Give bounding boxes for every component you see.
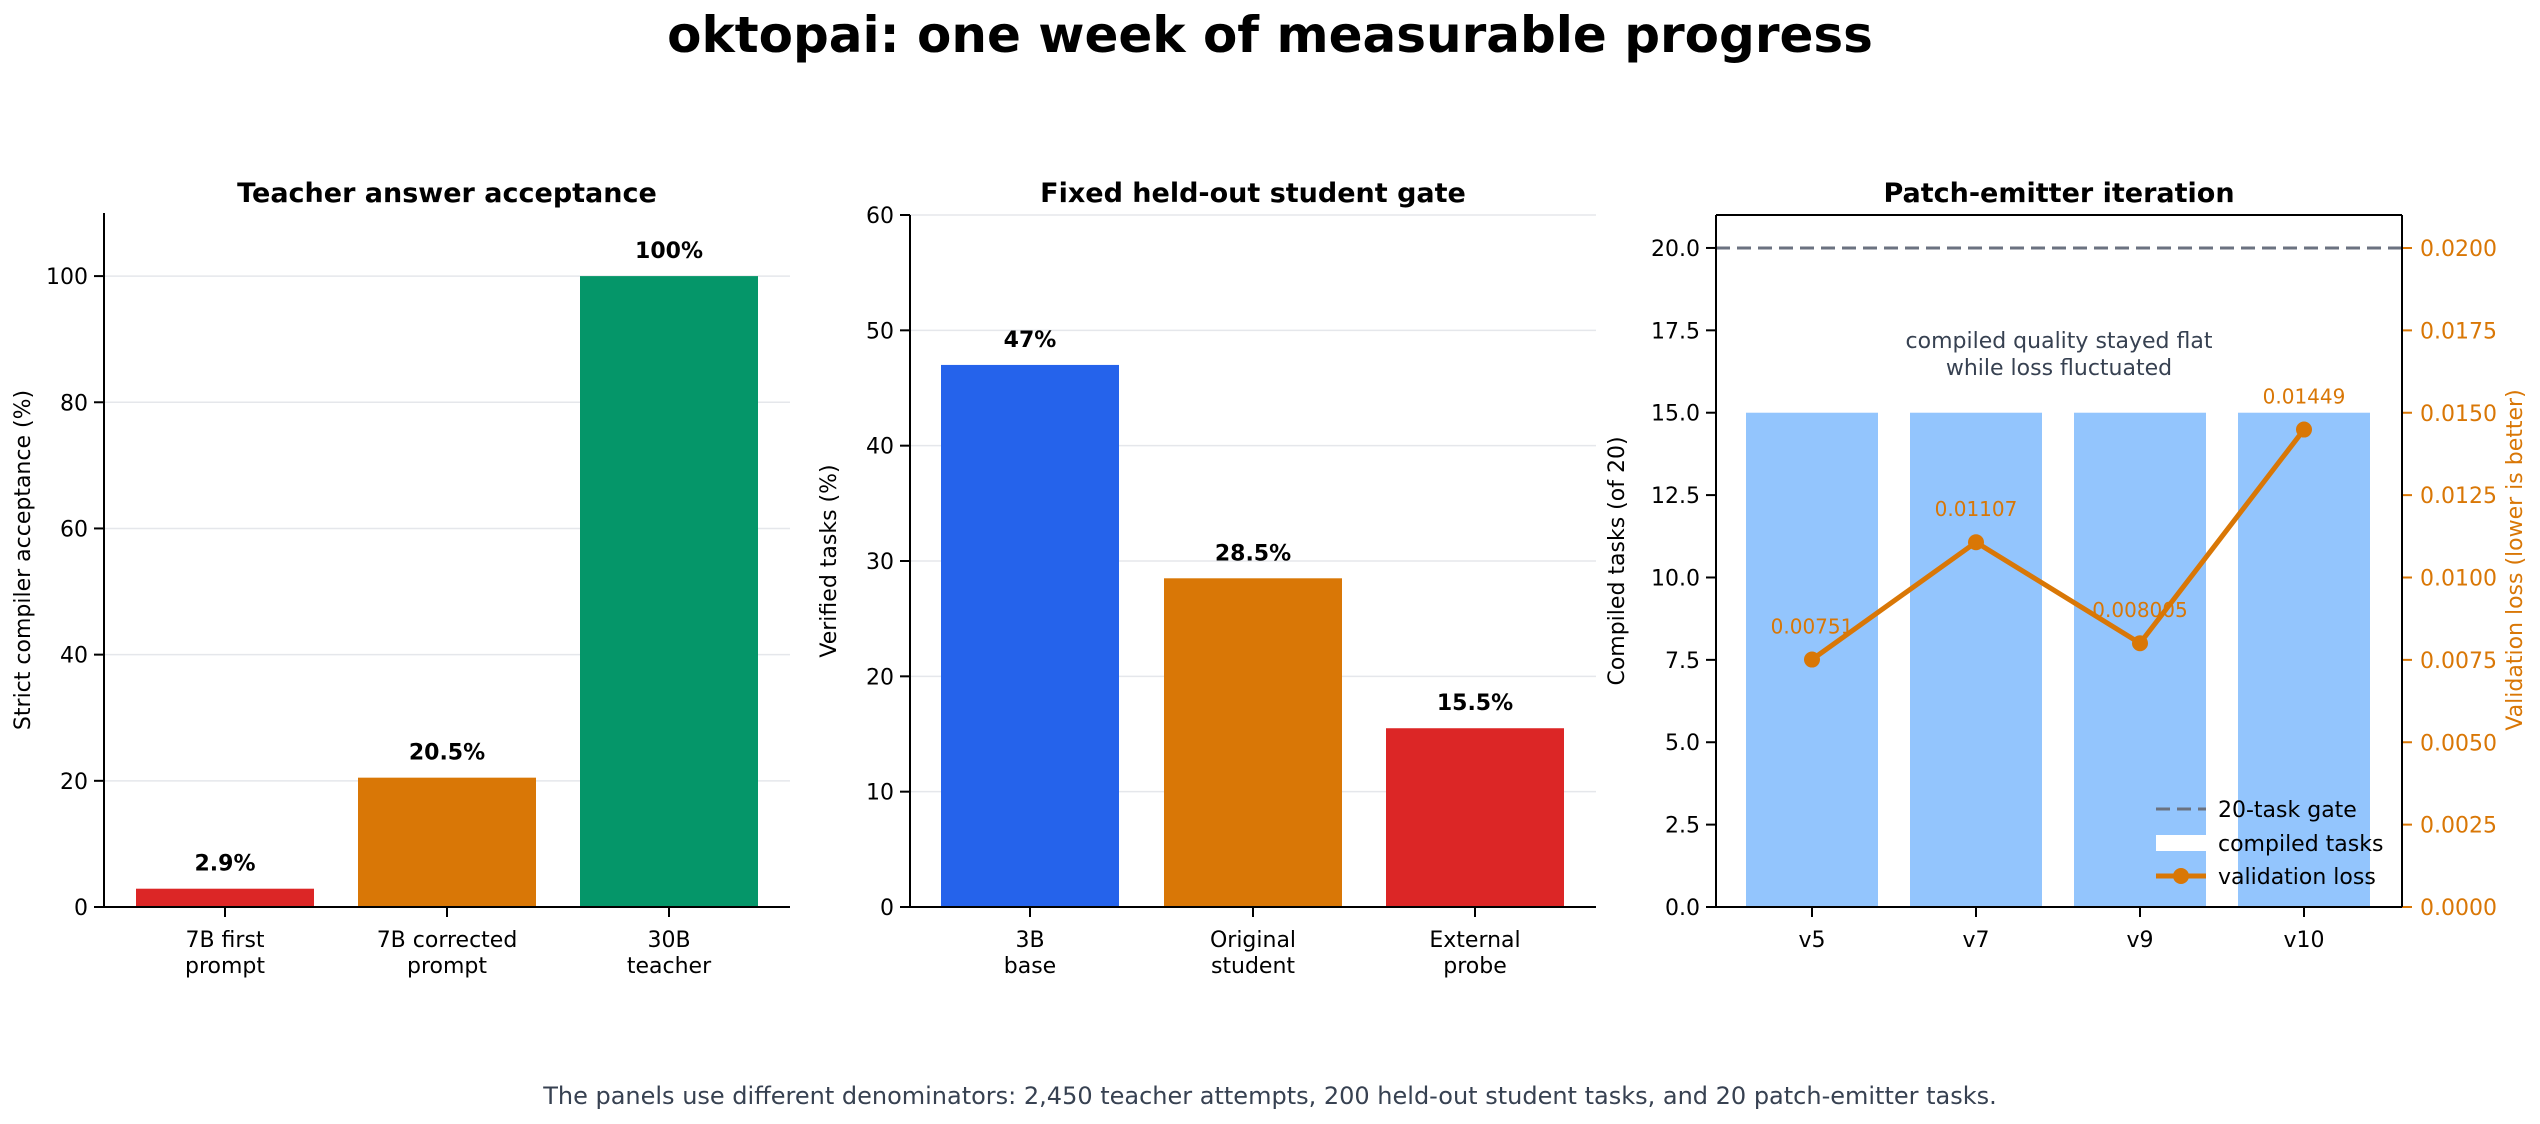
- x-tick-label: 3B base: [1004, 928, 1056, 979]
- y-tick-label: 15.0: [1651, 402, 1700, 427]
- y-tick-label: 20.0: [1651, 237, 1700, 262]
- y2-tick-label: 0.0050: [2420, 731, 2497, 756]
- y-tick-label: 10.0: [1651, 566, 1700, 591]
- panel-teacher-acceptance: 0 20 40 60 80 100 2.9% 7B first prompt 20.5% 7B co…: [11, 178, 790, 979]
- bar: [941, 364, 1119, 907]
- y-tick-label: 0: [74, 896, 88, 921]
- bar: [580, 276, 758, 907]
- y-axis-label: Compiled tasks (of 20): [1605, 436, 1630, 685]
- bar: [2074, 412, 2206, 907]
- y-tick-label: 60: [866, 204, 894, 229]
- y-axis-label: Strict compiler acceptance (%): [11, 390, 36, 730]
- x-tick-label: Original student: [1210, 928, 1296, 979]
- loss-value-label: 0.008005: [2092, 598, 2187, 622]
- x-tick-label: v9: [2126, 928, 2153, 953]
- y2-tick-label: 0.0175: [2420, 319, 2497, 344]
- y-tick-label: 0.0: [1665, 896, 1700, 921]
- bar-value-label: 20.5%: [409, 741, 485, 766]
- bar: [1910, 412, 2042, 907]
- y-tick-label: 60: [60, 517, 88, 542]
- bar-value-label: 47%: [1004, 328, 1057, 353]
- bar: [1164, 578, 1342, 907]
- loss-point: [2296, 421, 2312, 438]
- y-tick-label: 80: [60, 391, 88, 416]
- y2-tick-label: 0.0075: [2420, 649, 2497, 674]
- x-tick-label: 7B first prompt: [185, 928, 265, 979]
- bar: [1386, 728, 1564, 907]
- y-tick-label: 12.5: [1651, 484, 1700, 509]
- panel-title: Teacher answer acceptance: [237, 178, 657, 209]
- x-tick-label: 7B corrected prompt: [377, 928, 518, 979]
- y-tick-label: 20: [60, 770, 88, 795]
- bar-value-label: 100%: [635, 239, 703, 264]
- y-tick-label: 17.5: [1651, 319, 1700, 344]
- bar-value-label: 15.5%: [1437, 691, 1513, 716]
- panel-patch-emitter: v5 v7 v9 v10 0.0 2.5 5.0 7.5 10.0 12.5 15.0 17.5 20.…: [1605, 178, 2528, 953]
- figure-footnote: The panels use different denominators: 2…: [542, 1082, 1997, 1110]
- y2-tick-label: 0.0150: [2420, 402, 2497, 427]
- y-tick-label: 10: [866, 781, 894, 806]
- bar: [136, 888, 314, 907]
- figure-title: oktopai: one week of measurable progress: [667, 6, 1873, 64]
- loss-point: [1804, 651, 1820, 668]
- y-tick-label: 100: [46, 265, 88, 290]
- bar-value-label: 2.9%: [194, 852, 255, 877]
- y2-tick-label: 0.0025: [2420, 814, 2497, 839]
- bar-value-label: 28.5%: [1215, 541, 1291, 566]
- x-tick-label: v10: [2283, 928, 2324, 953]
- loss-line: [1810, 428, 2306, 662]
- y-tick-label: 50: [866, 319, 894, 344]
- y2-tick-label: 0.0125: [2420, 484, 2497, 509]
- loss-value-label: 0.01107: [1935, 497, 2018, 521]
- y-tick-label: 0: [880, 896, 894, 921]
- y2-tick-label: 0.0000: [2420, 896, 2497, 921]
- x-tick-label: v7: [1962, 928, 1989, 953]
- y-tick-label: 5.0: [1665, 731, 1700, 756]
- y-tick-label: 40: [866, 435, 894, 460]
- panel-title: Patch-emitter iteration: [1883, 178, 2234, 209]
- legend-loss-label: validation loss: [2218, 865, 2376, 890]
- y-tick-label: 30: [866, 550, 894, 575]
- legend-bars-swatch: [2156, 835, 2206, 851]
- y-tick-label: 20: [866, 665, 894, 690]
- y-tick-label: 2.5: [1665, 814, 1700, 839]
- y-tick-label: 7.5: [1665, 649, 1700, 674]
- legend-bars-label: compiled tasks: [2218, 832, 2383, 857]
- loss-value-label: 0.01449: [2263, 385, 2346, 409]
- bar: [358, 777, 536, 907]
- legend-loss-marker: [2173, 868, 2189, 884]
- y2-tick-label: 0.0200: [2420, 237, 2497, 262]
- y2-axis-label: Validation loss (lower is better): [2503, 389, 2528, 730]
- x-tick-label: v5: [1798, 928, 1825, 953]
- y-axis-label: Verified tasks (%): [817, 464, 842, 657]
- x-tick-label: External probe: [1429, 928, 1520, 979]
- loss-value-label: 0.00751: [1771, 615, 1854, 639]
- legend-gate-label: 20-task gate: [2218, 798, 2357, 823]
- panel-title: Fixed held-out student gate: [1040, 178, 1466, 209]
- loss-point: [2132, 635, 2148, 652]
- annotation-text: compiled quality stayed flat while loss f…: [1906, 329, 2213, 381]
- x-tick-label: 30B teacher: [627, 928, 712, 979]
- y2-tick-label: 0.0100: [2420, 567, 2497, 592]
- panel-student-gate: 0 10 20 30 40 50 60 47% 3B base 28.5% Original stude…: [817, 178, 1596, 979]
- bar: [2238, 412, 2370, 907]
- loss-point: [1968, 534, 1984, 551]
- y-tick-label: 40: [60, 644, 88, 669]
